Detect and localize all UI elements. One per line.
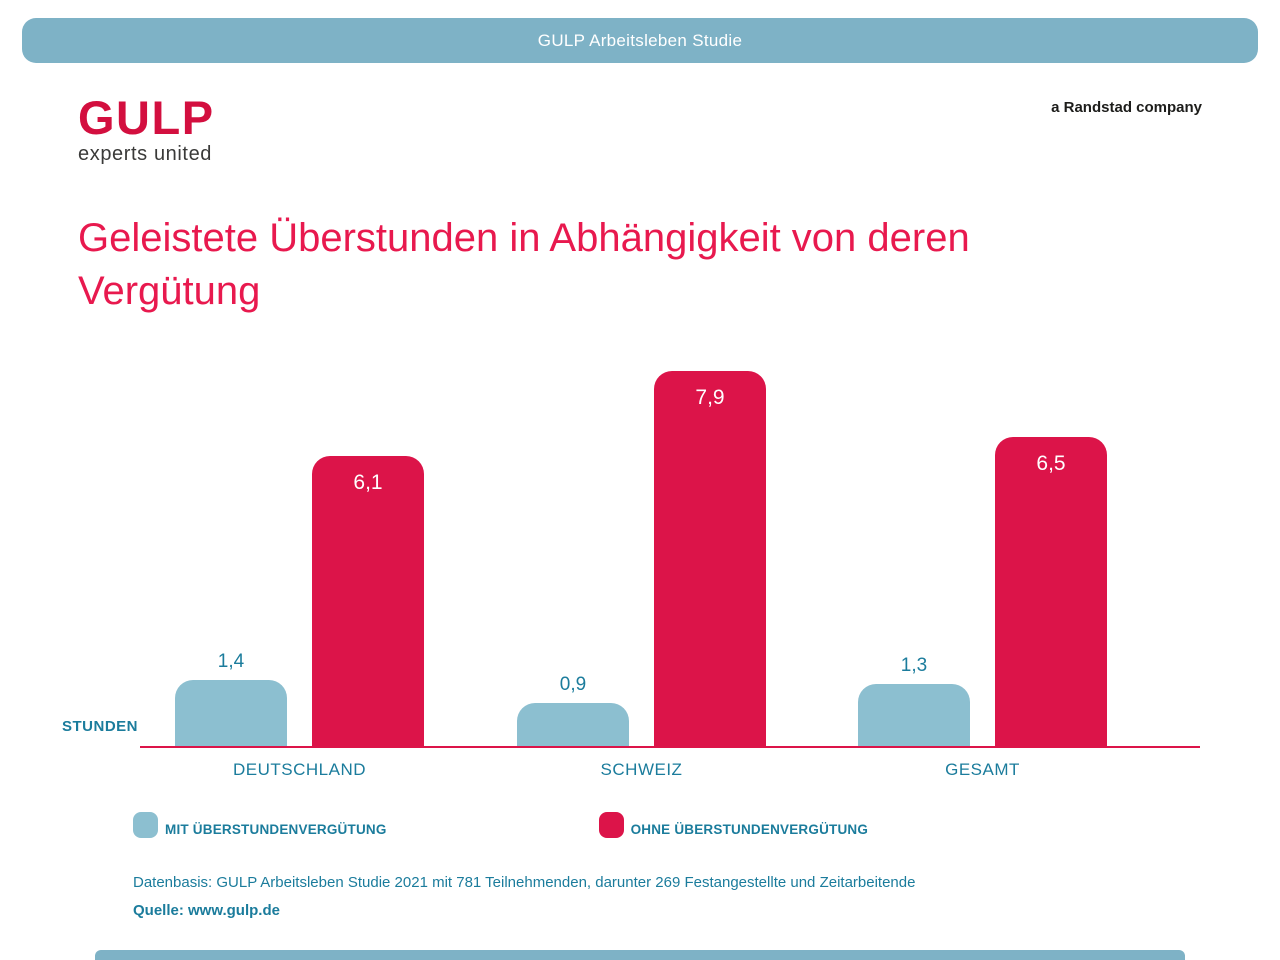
footer-quelle: Quelle: www.gulp.de <box>133 902 280 919</box>
bar-ohne-schweiz <box>654 370 766 746</box>
chart-legend: MIT ÜBERSTUNDENVERGÜTUNG OHNE ÜBERSTUNDE… <box>133 812 868 838</box>
legend-swatch-blue-icon <box>133 812 158 838</box>
footer-datenbasis: Datenbasis: GULP Arbeitsleben Studie 202… <box>133 874 916 891</box>
category-label-gesamt: GESAMT <box>945 760 1020 779</box>
bar-mit-deutschland <box>175 679 287 746</box>
plot-area: 1,4 6,1 0,9 7,9 1,3 6,5 <box>140 368 1200 748</box>
top-banner: GULP Arbeitsleben Studie <box>22 18 1258 63</box>
y-axis-label: STUNDEN <box>62 718 139 735</box>
legend-swatch-red-icon <box>598 812 624 838</box>
bar-mit-schweiz <box>517 703 629 746</box>
legend-item-mit: MIT ÜBERSTUNDENVERGÜTUNG <box>133 812 387 838</box>
gulp-logo-tagline: experts united <box>78 143 213 165</box>
bar-ohne-gesamt <box>995 437 1107 746</box>
legend-label-ohne: OHNE ÜBERSTUNDENVERGÜTUNG <box>630 821 869 837</box>
bottom-banner <box>95 950 1185 960</box>
legend-label-mit: MIT ÜBERSTUNDENVERGÜTUNG <box>165 821 387 837</box>
bar-value-mit-deutschland: 1,4 <box>217 650 245 672</box>
randstad-company-note: a Randstad company <box>1051 99 1202 116</box>
bar-mit-gesamt <box>858 684 970 746</box>
page-title: Geleistete Überstunden in Abhängigkeit v… <box>78 216 970 314</box>
category-label-schweiz: SCHWEIZ <box>600 760 683 779</box>
category-label-deutschland: DEUTSCHLAND <box>232 760 367 779</box>
bar-value-ohne-deutschland: 6,1 <box>353 471 383 495</box>
bar-value-ohne-schweiz: 7,9 <box>695 385 725 409</box>
legend-item-ohne: OHNE ÜBERSTUNDENVERGÜTUNG <box>598 812 869 838</box>
bar-value-mit-schweiz: 0,9 <box>559 674 587 696</box>
gulp-logo-wordmark: GULP <box>78 91 215 144</box>
bar-value-mit-gesamt: 1,3 <box>900 655 928 677</box>
top-banner-label: GULP Arbeitsleben Studie <box>537 30 743 50</box>
gulp-logo: GULP experts united <box>78 94 215 166</box>
bar-value-ohne-gesamt: 6,5 <box>1036 452 1066 476</box>
bar-ohne-deutschland <box>312 456 424 746</box>
